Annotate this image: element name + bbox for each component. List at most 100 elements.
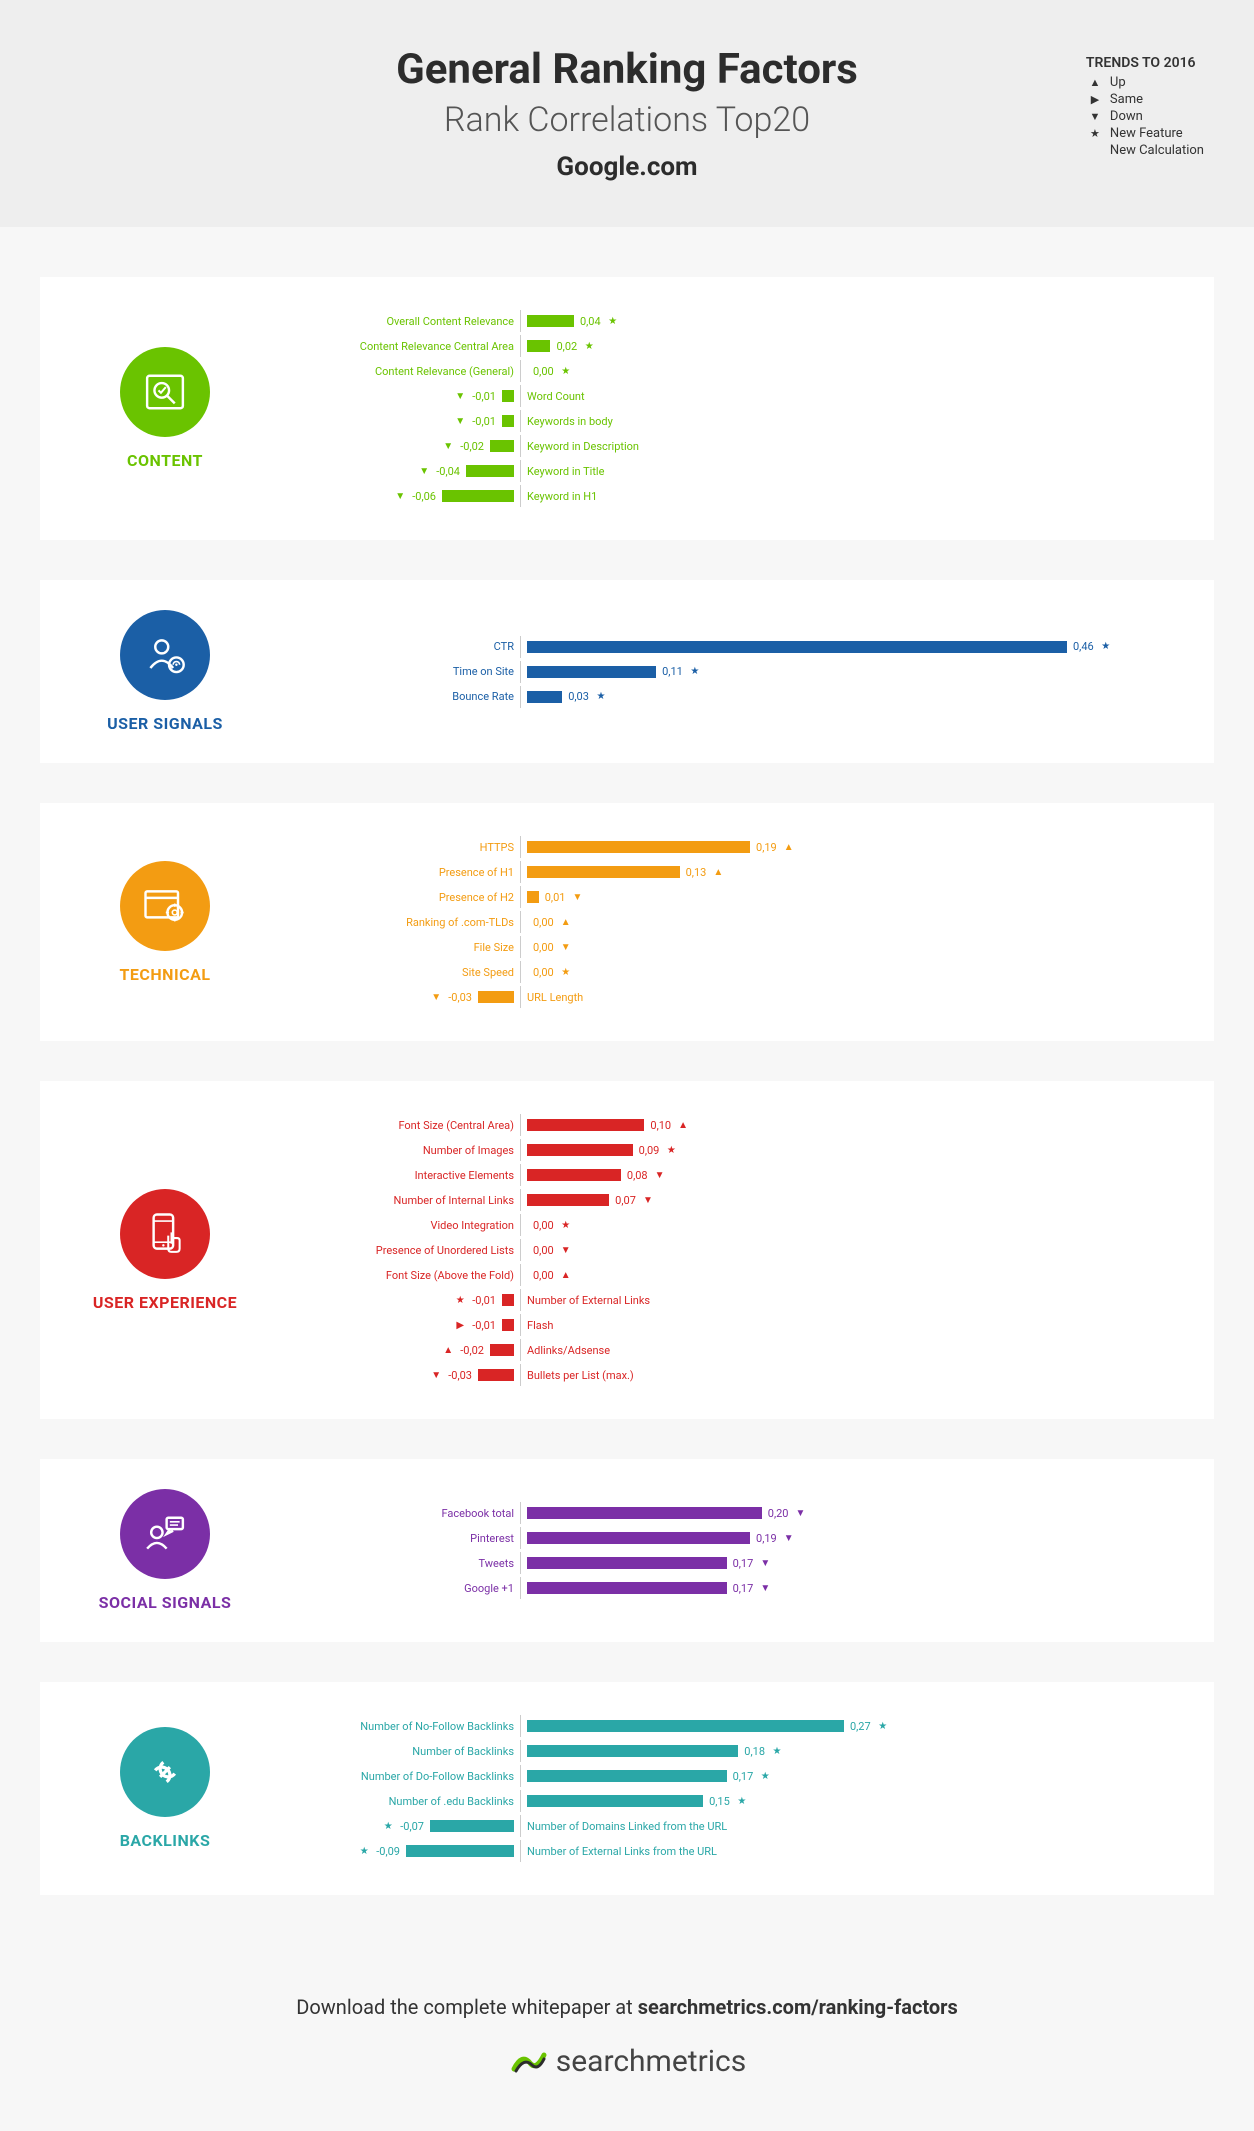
- chart-label: Ranking of .com-TLDs: [406, 916, 514, 929]
- section-badge-col: BACKLINKS: [70, 1727, 260, 1850]
- content-icon: [120, 347, 210, 437]
- header: General Ranking Factors Rank Correlation…: [0, 0, 1254, 227]
- chart-row: Overall Content Relevance0,04★: [260, 310, 1174, 332]
- chart-label: Keyword in Title: [527, 465, 604, 478]
- trend-icon: ▼: [454, 391, 466, 402]
- legend-label: Same: [1110, 92, 1143, 107]
- section-badge-col: USER SIGNALS: [70, 610, 260, 733]
- chart-value: 0,00: [533, 916, 554, 929]
- backlinks-icon: [120, 1727, 210, 1817]
- chart-label: Overall Content Relevance: [386, 315, 514, 328]
- section-chart: Font Size (Central Area)0,10▲Number of I…: [260, 1111, 1174, 1389]
- chart-label: Facebook total: [441, 1507, 514, 1520]
- chart-label: Number of .edu Backlinks: [389, 1795, 514, 1808]
- chart-row: ▼-0,01Keywords in body: [260, 410, 1174, 432]
- legend-row: ★New Feature: [1086, 126, 1204, 141]
- chart-bar: [527, 641, 1067, 653]
- section-chart: Number of No-Follow Backlinks0,27★Number…: [260, 1712, 1174, 1865]
- legend-row: ▶ Same: [1086, 92, 1204, 107]
- legend-symbol: ★: [1086, 127, 1104, 140]
- trend-icon: ▼: [560, 1245, 572, 1256]
- trend-icon: ★: [1100, 641, 1112, 652]
- trend-icon: ▼: [430, 1370, 442, 1381]
- download-link[interactable]: searchmetrics.com/ranking-factors: [638, 1995, 958, 2019]
- chart-row: Site Speed0,00★: [260, 961, 1174, 983]
- trend-icon: ★: [689, 666, 701, 677]
- chart-row: Facebook total0,20▼: [260, 1502, 1174, 1524]
- chart-value: -0,09: [376, 1845, 400, 1858]
- chart-value: 0,03: [568, 690, 589, 703]
- chart-row: Tweets0,17▼: [260, 1552, 1174, 1574]
- chart-value: 0,17: [733, 1557, 754, 1570]
- chart-bar: [527, 1507, 762, 1519]
- chart-row: Ranking of .com-TLDs0,00▲: [260, 911, 1174, 933]
- chart-value: 0,01: [545, 891, 566, 904]
- trend-icon: ▼: [430, 992, 442, 1003]
- section-badge-col: USER EXPERIENCE: [70, 1189, 260, 1312]
- chart-label: Time on Site: [453, 665, 514, 678]
- chart-bar: [527, 1194, 609, 1206]
- chart-value: -0,07: [400, 1820, 424, 1833]
- user-experience-icon: [120, 1189, 210, 1279]
- legend-row: New Calculation: [1086, 143, 1204, 158]
- section-label: USER SIGNALS: [70, 714, 260, 733]
- legend-symbol: ▶: [1086, 93, 1104, 106]
- chart-row: File Size0,00▼: [260, 936, 1174, 958]
- chart-row: Pinterest0,19▼: [260, 1527, 1174, 1549]
- chart-value: 0,13: [686, 866, 707, 879]
- sections-container: CONTENT Overall Content Relevance0,04★ Con…: [0, 227, 1254, 1965]
- logo-text: searchmetrics: [556, 2044, 747, 2079]
- trend-icon: ▲: [442, 1345, 454, 1356]
- chart-row: Presence of H10,13▲: [260, 861, 1174, 883]
- chart-value: 0,46: [1073, 640, 1094, 653]
- chart-value: -0,01: [472, 1294, 496, 1307]
- chart-bar: [527, 315, 574, 327]
- section-social-signals: SOCIAL SIGNALSFacebook total0,20▼ Pintere…: [40, 1459, 1214, 1642]
- chart-value: -0,02: [460, 1344, 484, 1357]
- section-label: CONTENT: [70, 451, 260, 470]
- chart-value: 0,00: [533, 966, 554, 979]
- page-title: General Ranking Factors: [40, 45, 1214, 94]
- section-chart: Facebook total0,20▼ Pinterest0,19▼ Tweets0…: [260, 1499, 1174, 1602]
- chart-value: -0,01: [472, 1319, 496, 1332]
- chart-label: Video Integration: [430, 1219, 514, 1232]
- chart-bar: [527, 841, 750, 853]
- chart-label: Bullets per List (max.): [527, 1369, 634, 1382]
- chart-value: -0,02: [460, 440, 484, 453]
- legend-symbol: ▲: [1086, 76, 1104, 89]
- chart-bar: [442, 490, 514, 502]
- chart-row: Presence of H20,01▼: [260, 886, 1174, 908]
- chart-value: 0,00: [533, 1244, 554, 1257]
- chart-label: HTTPS: [480, 841, 514, 854]
- chart-row: Number of Internal Links0,07▼: [260, 1189, 1174, 1211]
- chart-row: ★-0,01Number of External Links: [260, 1289, 1174, 1311]
- chart-row: Number of Backlinks0,18★: [260, 1740, 1174, 1762]
- trend-icon: ▼: [394, 491, 406, 502]
- trend-icon: ▼: [442, 441, 454, 452]
- section-label: TECHNICAL: [70, 965, 260, 984]
- logo-icon: [508, 2041, 548, 2081]
- chart-bar: [490, 1344, 514, 1356]
- chart-value: -0,03: [448, 1369, 472, 1382]
- chart-label: File Size: [474, 941, 514, 954]
- user-signals-icon: [120, 610, 210, 700]
- chart-value: 0,02: [556, 340, 577, 353]
- chart-label: Number of Internal Links: [394, 1194, 514, 1207]
- trend-icon: ▶: [454, 1320, 466, 1331]
- chart-bar: [527, 1144, 633, 1156]
- chart-bar: [502, 415, 514, 427]
- chart-bar: [527, 1720, 844, 1732]
- section-badge-col: SOCIAL SIGNALS: [70, 1489, 260, 1612]
- chart-bar: [527, 1770, 727, 1782]
- chart-row: Content Relevance Central Area0,02★: [260, 335, 1174, 357]
- page-domain: Google.com: [40, 152, 1214, 182]
- section-technical: TECHNICALHTTPS0,19▲Presence of H10,13▲Pr…: [40, 803, 1214, 1041]
- section-label: BACKLINKS: [70, 1831, 260, 1850]
- chart-value: 0,00: [533, 1219, 554, 1232]
- chart-value: 0,10: [650, 1119, 671, 1132]
- trend-icon: ▼: [454, 416, 466, 427]
- chart-bar: [527, 866, 680, 878]
- chart-row: ★-0,07Number of Domains Linked from the …: [260, 1815, 1174, 1837]
- chart-label: Bounce Rate: [452, 690, 514, 703]
- section-label: USER EXPERIENCE: [70, 1293, 260, 1312]
